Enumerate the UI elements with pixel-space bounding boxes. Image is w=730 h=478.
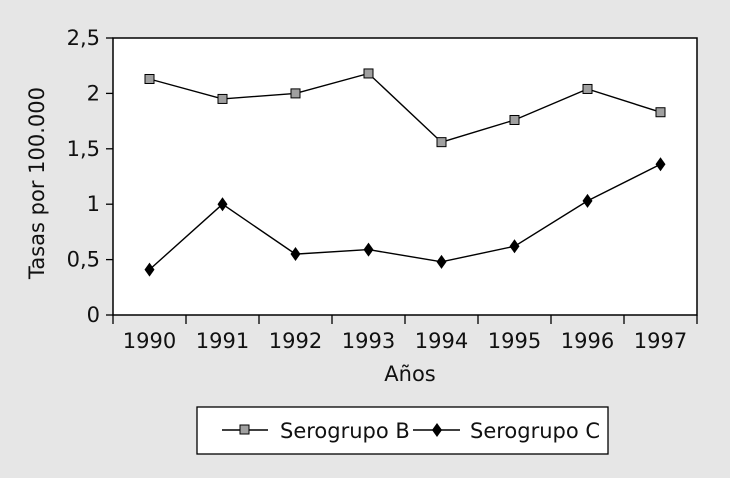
data-point-serogrupo-c [509,239,520,254]
data-point-serogrupo-c [582,193,593,208]
data-point-serogrupo-b [217,93,228,104]
data-point-serogrupo-c [144,262,155,277]
x-tick-label: 1993 [342,329,395,353]
data-point-serogrupo-b [144,73,155,84]
y-axis-title: Tasas por 100.000 [25,87,49,280]
y-tick-label: 1 [87,192,100,216]
data-point-serogrupo-b [436,137,447,148]
data-point-serogrupo-c [290,247,301,262]
x-tick-label: 1995 [488,329,541,353]
data-point-serogrupo-c [217,197,228,212]
series-line-serogrupo-c [149,163,661,271]
x-tick-label: 1990 [123,329,176,353]
data-point-serogrupo-c [436,254,447,269]
x-tick-label: 1994 [415,329,468,353]
legend-marker-serogrupo-c [432,423,442,437]
y-tick-label: 0 [87,303,100,327]
legend: Serogrupo B Serogrupo C [196,406,609,455]
y-axis: 0 0,5 1 1,5 2 2,5 [67,26,113,327]
series-layer [144,68,666,277]
legend-label-serogrupo-b: Serogrupo B [280,419,410,443]
plot-area [112,37,698,316]
y-tick-label: 0,5 [67,248,100,272]
y-tick-label: 1,5 [67,137,100,161]
x-tick-label: 1996 [561,329,614,353]
legend-marker-serogrupo-b [239,424,250,435]
x-axis-title: Años [384,362,435,386]
legend-box [196,406,609,455]
data-point-serogrupo-b [363,68,374,79]
data-point-serogrupo-c [363,242,374,257]
x-tick-label: 1991 [196,329,249,353]
x-tick-label: 1997 [634,329,687,353]
x-tick-label: 1992 [269,329,322,353]
x-axis: 1990 1991 1992 1993 1994 1995 1996 1997 [112,315,698,353]
data-point-serogrupo-b [582,83,593,94]
data-point-serogrupo-c [655,157,666,172]
series-line-serogrupo-b [149,72,661,143]
y-tick-label: 2 [87,81,100,105]
data-point-serogrupo-b [655,107,666,118]
data-point-serogrupo-b [290,88,301,99]
legend-label-serogrupo-c: Serogrupo C [470,419,600,443]
data-point-serogrupo-b [509,114,520,125]
y-tick-label: 2,5 [67,26,100,50]
